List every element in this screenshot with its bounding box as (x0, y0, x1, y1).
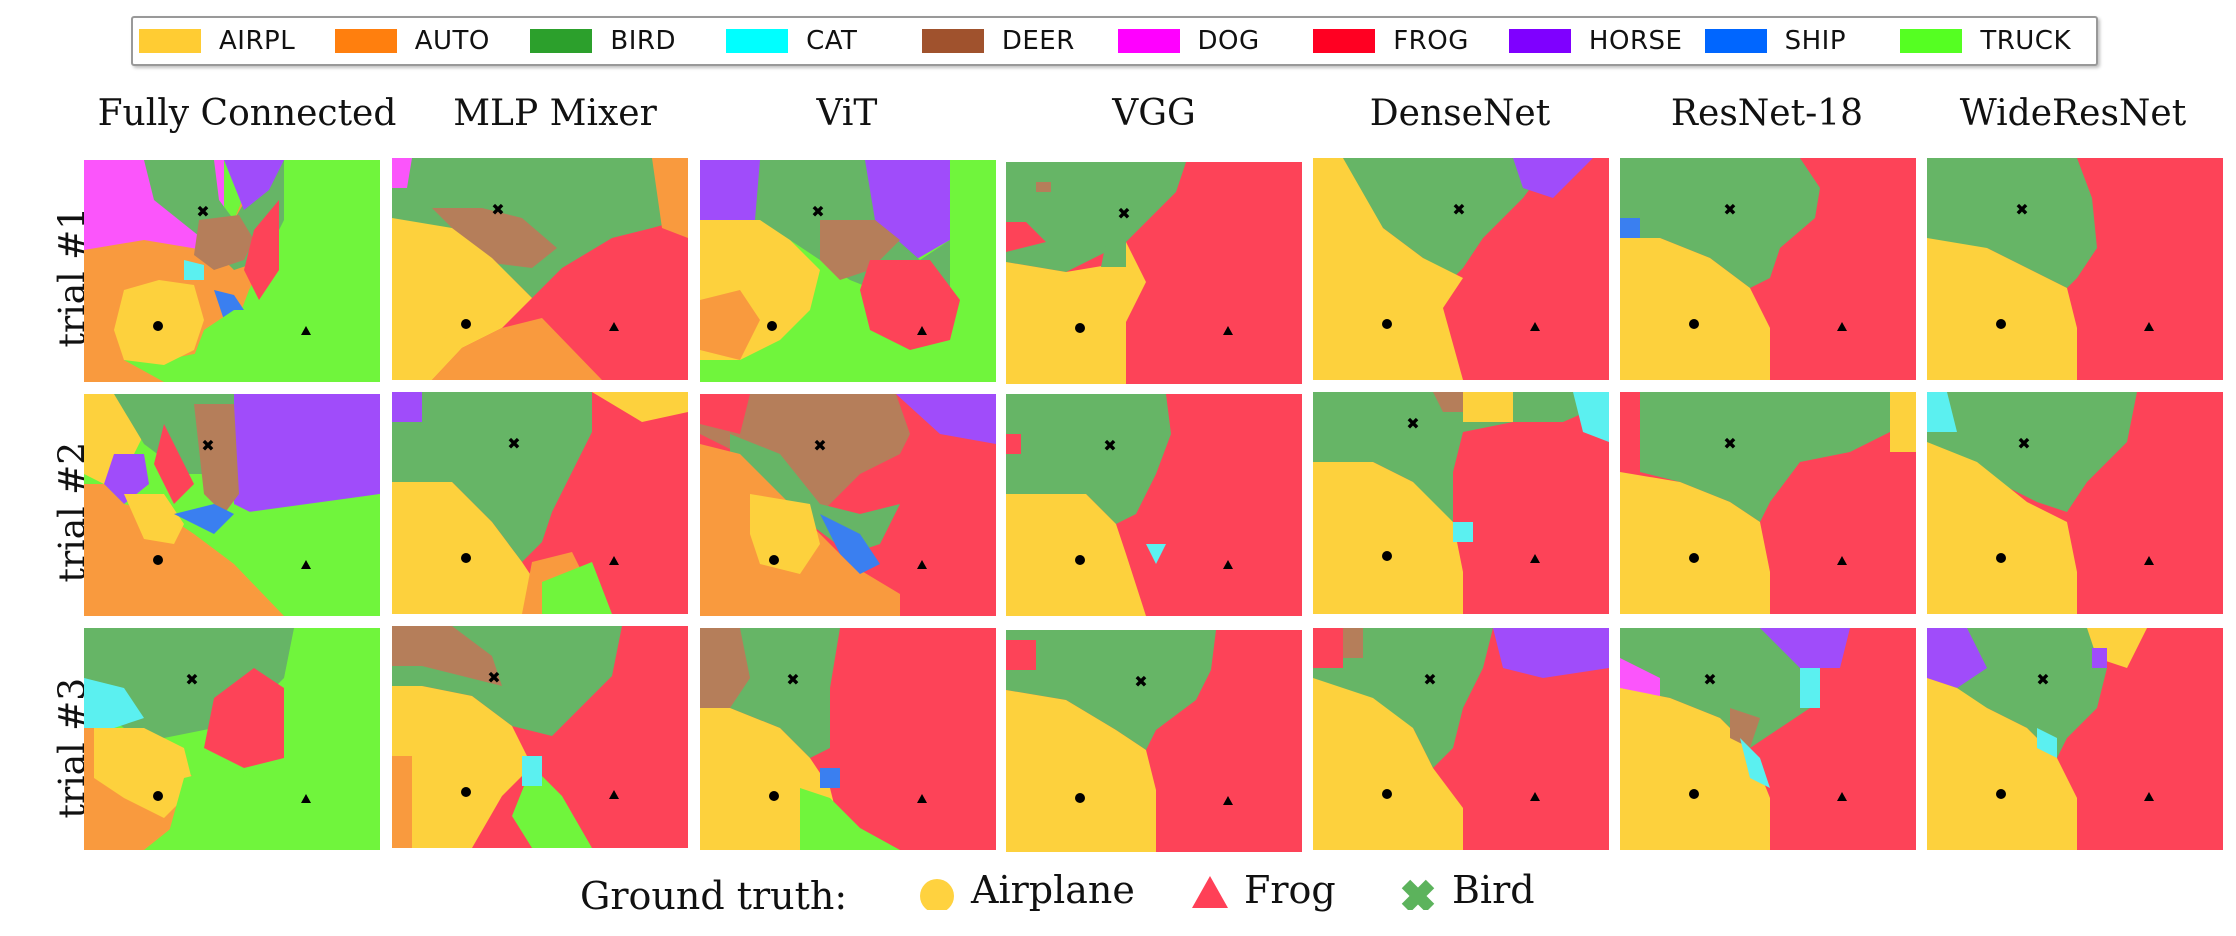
column-title-densenet: DenseNet (1369, 93, 1551, 134)
legend-item-auto: AUTO (334, 26, 531, 56)
legend-swatch (530, 29, 593, 53)
legend-item-horse: HORSE (1508, 26, 1705, 56)
svg-text:✖: ✖ (1134, 672, 1147, 691)
gt-label-frog: Frog (1244, 868, 1336, 912)
panel-resnet-trial3: ✖ (1620, 628, 1916, 850)
svg-text:✖: ✖ (185, 670, 198, 689)
svg-text:✖: ✖ (2015, 200, 2028, 219)
svg-text:✖: ✖ (487, 668, 500, 687)
panel-densenet-trial2: ✖ (1313, 392, 1609, 614)
legend-label: FROG (1393, 26, 1469, 56)
cross-icon (1401, 879, 1435, 910)
panel-densenet-trial3: ✖ (1313, 628, 1609, 850)
legend-swatch (1900, 29, 1963, 53)
panel-fc-trial2: ✖ (84, 394, 380, 616)
legend-item-deer: DEER (921, 26, 1118, 56)
gt-item-airplane: Airplane (917, 868, 1135, 912)
svg-text:✖: ✖ (1452, 200, 1465, 219)
svg-text:✖: ✖ (196, 202, 209, 221)
svg-text:✖: ✖ (2017, 434, 2030, 453)
legend-item-cat: CAT (726, 26, 922, 56)
legend-item-airpl: AIRPL (139, 26, 335, 56)
svg-text:✖: ✖ (786, 670, 799, 689)
panel-resnet-trial2: ✖ (1620, 392, 1916, 614)
legend-label: SHIP (1784, 26, 1847, 56)
svg-text:✖: ✖ (507, 434, 520, 453)
legend-label: AUTO (414, 26, 490, 56)
gt-item-bird: Bird (1398, 868, 1535, 912)
panel-densenet-trial1: ✖ (1313, 158, 1609, 380)
legend-swatch (921, 29, 984, 53)
legend-item-dog: DOG (1117, 26, 1314, 56)
panel-mlp-trial1: ✖ (392, 158, 688, 380)
svg-text:✖: ✖ (1723, 434, 1736, 453)
svg-text:✖: ✖ (201, 436, 214, 455)
panel-vit-trial3: ✖ (700, 628, 996, 850)
panel-wideresnet-trial3: ✖ (1927, 628, 2223, 850)
column-title-wideresnet: WideResNet (1959, 93, 2187, 134)
panel-mlp-trial2: ✖ (392, 392, 688, 614)
legend-label: AIRPL (219, 26, 296, 56)
svg-text:✖: ✖ (1423, 670, 1436, 689)
legend-swatch (1704, 29, 1767, 53)
column-title-resnet-18: ResNet-18 (1670, 93, 1864, 134)
gt-label-airplane: Airplane (971, 868, 1135, 912)
legend-label: HORSE (1588, 26, 1683, 56)
svg-text:✖: ✖ (1117, 204, 1130, 223)
legend-swatch (1313, 29, 1376, 53)
svg-text:✖: ✖ (1703, 670, 1716, 689)
legend-swatch (334, 29, 397, 53)
ground-truth-title: Ground truth: (580, 874, 848, 918)
legend-swatch (1117, 29, 1180, 53)
triangle-icon (1192, 876, 1228, 908)
gt-item-frog: Frog (1190, 868, 1336, 912)
legend-label: DOG (1197, 26, 1260, 56)
panel-vit-trial2: ✖ (700, 394, 996, 616)
legend-label: CAT (806, 26, 858, 56)
legend-label: DEER (1001, 26, 1075, 56)
svg-text:✖: ✖ (813, 436, 826, 455)
column-title-vgg: VGG (1112, 93, 1196, 134)
panel-resnet-trial1: ✖ (1620, 158, 1916, 380)
legend-item-ship: SHIP (1704, 26, 1901, 56)
svg-text:✖: ✖ (1406, 414, 1419, 433)
class-legend: AIRPL AUTO BIRD CAT DEER DOG FROG HORSE … (131, 16, 2098, 66)
gt-label-bird: Bird (1452, 868, 1535, 912)
panel-fc-trial3: ✖ (84, 628, 380, 850)
legend-label: TRUCK (1980, 26, 2072, 56)
panel-vgg-trial2: ✖ (1006, 394, 1302, 616)
legend-swatch (1508, 29, 1571, 53)
panel-vgg-trial3: ✖ (1006, 630, 1302, 852)
column-title-mlp-mixer: MLP Mixer (453, 93, 657, 134)
panel-vgg-trial1: ✖ (1006, 162, 1302, 384)
circle-icon (920, 879, 954, 910)
legend-swatch (726, 29, 789, 53)
svg-text:✖: ✖ (811, 202, 824, 221)
legend-item-truck: TRUCK (1900, 26, 2096, 56)
panel-wideresnet-trial1: ✖ (1927, 158, 2223, 380)
legend-label: BIRD (610, 26, 676, 56)
svg-text:✖: ✖ (491, 200, 504, 219)
panel-wideresnet-trial2: ✖ (1927, 392, 2223, 614)
legend-item-bird: BIRD (530, 26, 726, 56)
legend-swatch (139, 29, 201, 53)
panel-mlp-trial3: ✖ (392, 626, 688, 848)
column-title-fully-connected: Fully Connected (97, 93, 397, 134)
svg-text:✖: ✖ (1103, 436, 1116, 455)
column-title-vit: ViT (816, 93, 878, 134)
svg-text:✖: ✖ (2036, 670, 2049, 689)
panel-vit-trial1: ✖ (700, 160, 996, 382)
svg-text:✖: ✖ (1723, 200, 1736, 219)
legend-item-frog: FROG (1313, 26, 1509, 56)
ground-truth-legend: Ground truth: Airplane Frog Bird (0, 868, 2236, 928)
panel-fc-trial1: ✖ (84, 160, 380, 382)
